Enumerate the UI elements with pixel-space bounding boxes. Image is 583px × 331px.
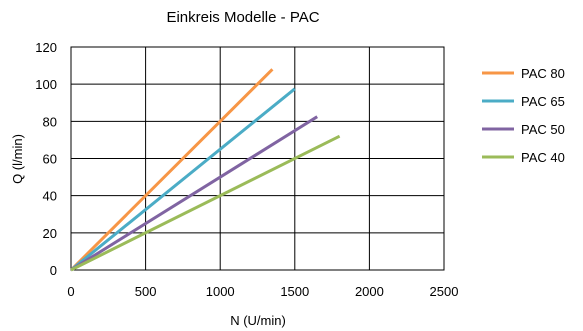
x-tick-label: 0 [67, 284, 74, 299]
series-line-pac-50 [70, 115, 318, 272]
y-axis-label: Q (l/min) [10, 134, 25, 184]
series-line-pac-65 [70, 87, 296, 272]
x-axis-label: N (U/min) [230, 313, 286, 328]
y-axis-ticks: 0 20 40 60 80 100 120 [35, 40, 57, 278]
series-line-pac-40 [70, 134, 341, 272]
x-tick-label: 1000 [206, 284, 235, 299]
x-tick-label: 1500 [280, 284, 309, 299]
series-lines [69, 68, 341, 272]
y-tick-label: 100 [35, 77, 57, 92]
x-axis-ticks: 0 500 1000 1500 2000 2500 [67, 284, 458, 299]
legend: PAC 80 PAC 65 PAC 50 PAC 40 [482, 66, 565, 165]
y-tick-label: 40 [43, 189, 57, 204]
x-tick-label: 500 [135, 284, 157, 299]
y-tick-label: 0 [50, 263, 57, 278]
x-tick-label: 2000 [355, 284, 384, 299]
legend-label-pac-50: PAC 50 [521, 122, 565, 137]
y-tick-label: 80 [43, 114, 57, 129]
y-tick-label: 20 [43, 226, 57, 241]
series-line-pac-80 [69, 68, 274, 272]
y-tick-label: 60 [43, 152, 57, 167]
y-tick-label: 120 [35, 40, 57, 55]
x-tick-label: 2500 [430, 284, 459, 299]
chart-title: Einkreis Modelle - PAC [166, 9, 319, 26]
legend-label-pac-80: PAC 80 [521, 66, 565, 81]
legend-label-pac-40: PAC 40 [521, 150, 565, 165]
legend-label-pac-65: PAC 65 [521, 94, 565, 109]
